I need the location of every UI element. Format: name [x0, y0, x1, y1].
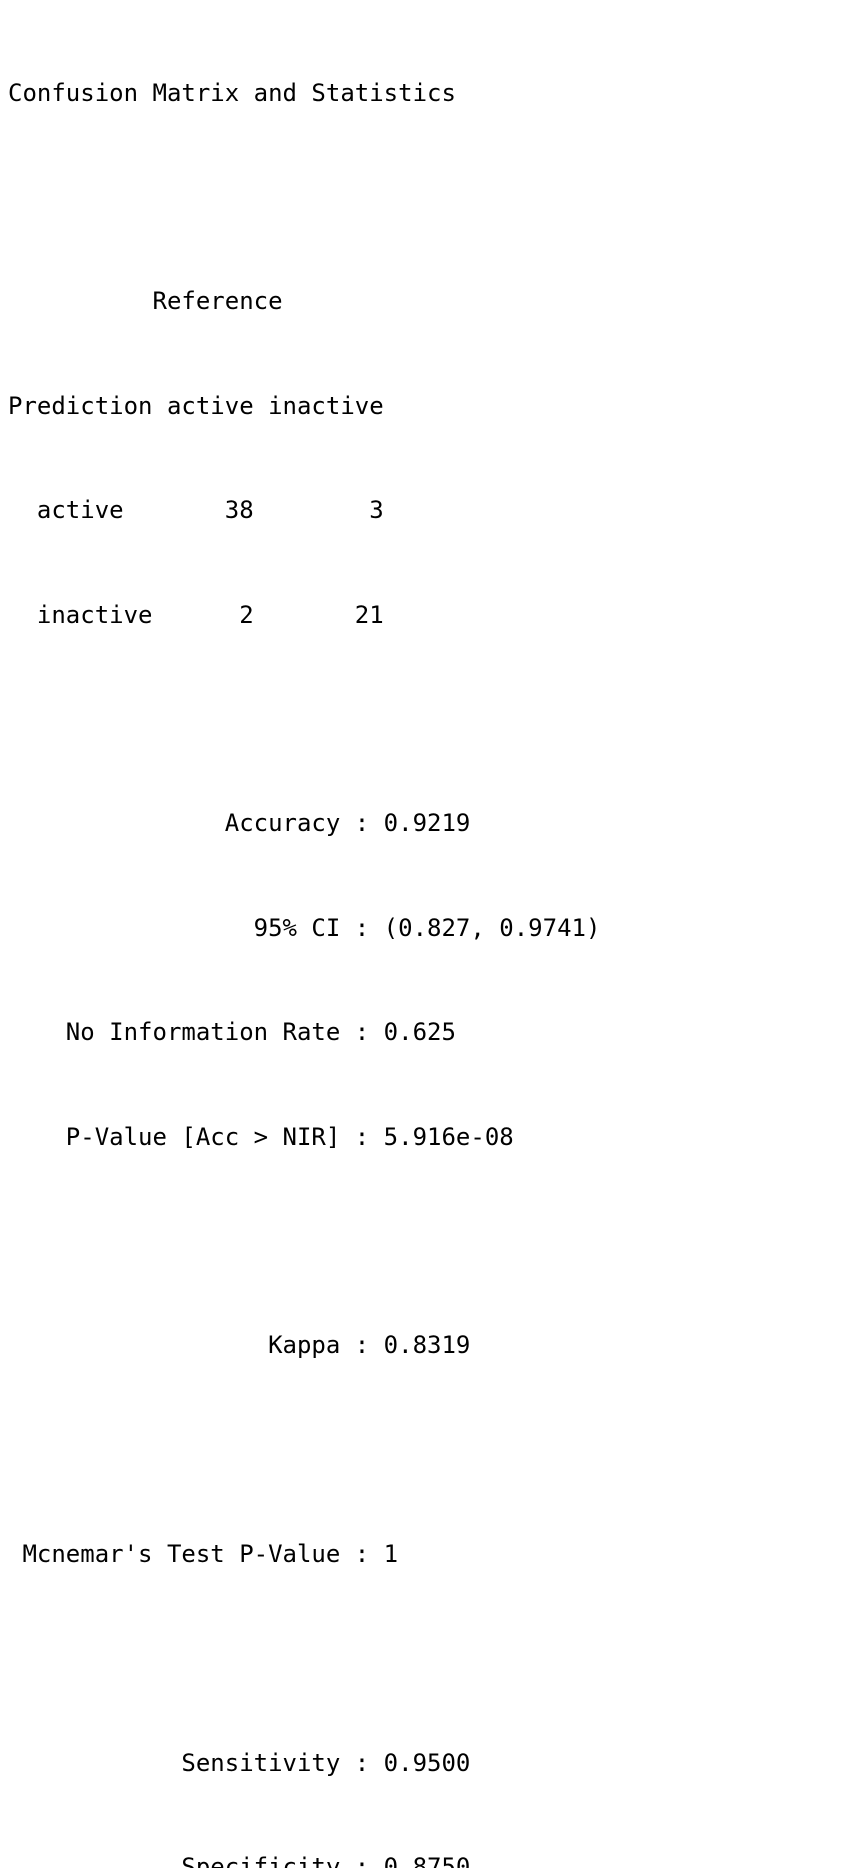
blank-line: [8, 702, 858, 737]
matrix-column-header: Prediction active inactive: [8, 391, 384, 420]
matrix-row-inactive: inactive 2 21: [8, 600, 384, 629]
matrix-reference-header: Reference: [8, 287, 283, 316]
stat-mcnemar-p-value: Mcnemar's Test P-Value : 1: [8, 1540, 399, 1569]
blank-line: [8, 1433, 858, 1468]
blank-line: [8, 180, 858, 215]
matrix-row-active: active 38 3: [8, 496, 384, 525]
stat-95-ci: 95% CI : (0.827, 0.9741): [8, 913, 601, 942]
stat-specificity: Specificity : 0.8750: [8, 1853, 471, 1868]
stat-p-value-acc-nir: P-Value [Acc > NIR] : 5.916e-08: [8, 1122, 514, 1151]
blank-line: [8, 1224, 858, 1259]
stat-kappa: Kappa : 0.8319: [8, 1331, 471, 1360]
blank-line: [8, 1641, 858, 1676]
stat-sensitivity: Sensitivity : 0.9500: [8, 1748, 471, 1777]
stat-no-information-rate: No Information Rate : 0.625: [8, 1018, 456, 1047]
stat-accuracy: Accuracy : 0.9219: [8, 809, 471, 838]
output-title: Confusion Matrix and Statistics: [8, 78, 456, 107]
